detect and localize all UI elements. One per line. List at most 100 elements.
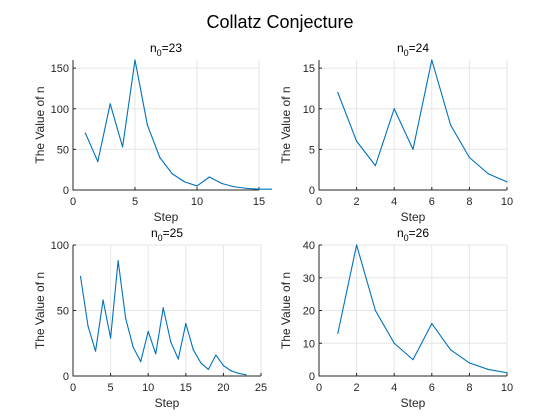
x-tick-label: 4 xyxy=(391,382,397,394)
y-tick-label: 150 xyxy=(51,63,69,75)
x-axis-label: Step xyxy=(155,396,180,410)
series-line xyxy=(81,261,246,375)
data-point xyxy=(245,374,246,375)
x-tick-label: 15 xyxy=(180,382,192,394)
data-point xyxy=(80,276,81,277)
x-tick-label: 4 xyxy=(391,196,397,208)
y-tick-label: 100 xyxy=(51,240,69,252)
y-tick-label: 40 xyxy=(303,240,315,252)
title-main: n xyxy=(397,226,404,240)
y-tick-label: 10 xyxy=(303,104,315,116)
x-axis-label: Step xyxy=(154,210,179,224)
y-tick-label: 0 xyxy=(63,185,69,197)
data-point xyxy=(170,341,171,342)
data-point xyxy=(412,149,413,150)
title-rest: =26 xyxy=(409,226,430,240)
data-point xyxy=(95,351,96,352)
data-point xyxy=(221,183,222,184)
data-point xyxy=(172,173,173,174)
x-tick-label: 0 xyxy=(70,196,76,208)
y-axis-label: The Value of n xyxy=(33,86,47,163)
data-point xyxy=(163,307,164,308)
x-tick-label: 5 xyxy=(108,382,114,394)
y-tick-label: 50 xyxy=(57,306,69,318)
x-tick-label: 5 xyxy=(132,196,138,208)
data-point xyxy=(87,326,88,327)
data-point xyxy=(431,59,432,60)
series-line xyxy=(338,245,507,373)
y-tick-label: 0 xyxy=(309,371,315,383)
y-tick-label: 30 xyxy=(303,273,315,285)
data-point xyxy=(215,354,216,355)
x-tick-label: 15 xyxy=(253,196,265,208)
data-point xyxy=(193,349,194,350)
series-line xyxy=(338,60,507,182)
data-point xyxy=(159,157,160,158)
data-point xyxy=(271,189,272,190)
x-tick-label: 6 xyxy=(429,382,435,394)
data-point xyxy=(110,103,111,104)
x-tick-label: 0 xyxy=(316,196,322,208)
x-tick-label: 0 xyxy=(70,382,76,394)
data-point xyxy=(178,358,179,359)
data-point xyxy=(196,185,197,186)
data-point xyxy=(118,260,119,261)
title-rest: =25 xyxy=(163,226,184,240)
y-axis-label: The Value of n xyxy=(279,86,293,163)
data-point xyxy=(97,161,98,162)
data-point xyxy=(375,165,376,166)
data-point xyxy=(375,310,376,311)
data-point xyxy=(506,181,507,182)
data-point xyxy=(450,124,451,125)
data-point xyxy=(234,186,235,187)
title-main: n xyxy=(397,41,404,55)
subplot-title: n0=25 xyxy=(151,226,183,243)
y-tick-label: 0 xyxy=(309,185,315,197)
data-point xyxy=(200,362,201,363)
x-tick-label: 10 xyxy=(142,382,154,394)
data-point xyxy=(230,370,231,371)
x-tick-label: 2 xyxy=(354,196,360,208)
data-point xyxy=(356,244,357,245)
series-line xyxy=(85,60,271,189)
y-tick-label: 10 xyxy=(303,338,315,350)
data-point xyxy=(356,141,357,142)
data-point xyxy=(148,331,149,332)
subplot-title: n0=26 xyxy=(397,226,429,243)
y-tick-label: 50 xyxy=(57,144,69,156)
data-point xyxy=(412,359,413,360)
axis-lines xyxy=(319,60,507,190)
subplot-title: n0=24 xyxy=(397,41,429,58)
data-point xyxy=(122,146,123,147)
data-point xyxy=(450,349,451,350)
y-tick-label: 15 xyxy=(303,63,315,75)
x-tick-label: 6 xyxy=(429,196,435,208)
x-tick-label: 2 xyxy=(354,382,360,394)
x-tick-label: 25 xyxy=(255,382,267,394)
x-axis-label: Step xyxy=(401,396,426,410)
data-point xyxy=(140,361,141,362)
title-rest: =23 xyxy=(162,41,183,55)
x-tick-label: 10 xyxy=(191,196,203,208)
title-main: n xyxy=(150,41,157,55)
data-point xyxy=(469,157,470,158)
y-tick-label: 20 xyxy=(303,306,315,318)
x-axis-label: Step xyxy=(401,210,426,224)
x-tick-label: 10 xyxy=(501,196,513,208)
data-point xyxy=(102,299,103,300)
data-point xyxy=(110,337,111,338)
data-point xyxy=(209,176,210,177)
data-point xyxy=(238,373,239,374)
data-point xyxy=(506,372,507,373)
data-point xyxy=(394,343,395,344)
data-point xyxy=(134,59,135,60)
x-tick-label: 8 xyxy=(466,196,472,208)
data-point xyxy=(394,108,395,109)
data-point xyxy=(147,124,148,125)
y-axis-label: The Value of n xyxy=(279,272,293,349)
